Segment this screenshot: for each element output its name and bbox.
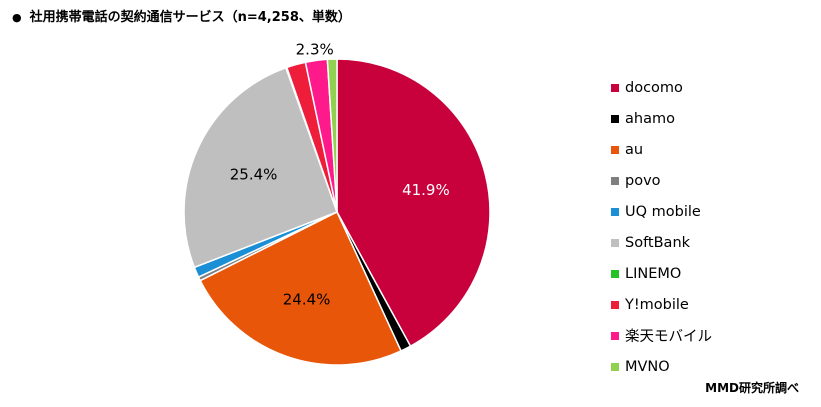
legend-item-1: ahamo xyxy=(611,103,712,134)
legend-item-7: Y!mobile xyxy=(611,289,712,320)
title-bullet: ● xyxy=(12,11,22,24)
chart-legend: docomo ahamo au povo UQ mobile SoftBank LINEMO… xyxy=(611,72,712,382)
pie-slice-9 xyxy=(326,58,338,213)
data-label-8: 2.3% xyxy=(296,41,334,59)
legend-label: au xyxy=(625,141,644,158)
legend-label: UQ mobile xyxy=(625,203,701,220)
pie-slice-0 xyxy=(336,58,491,348)
legend-item-9: MVNO xyxy=(611,351,712,382)
legend-swatch xyxy=(611,83,619,92)
chart-title-text: 社用携帯電話の契約通信サービス（n=4,258、単数） xyxy=(29,10,351,25)
source-note: MMD研究所調べ xyxy=(705,381,799,395)
legend-swatch xyxy=(611,114,619,123)
legend-swatch xyxy=(611,176,619,185)
legend-item-2: au xyxy=(611,134,712,165)
legend-swatch xyxy=(611,331,619,340)
legend-label: ahamo xyxy=(625,110,675,127)
legend-label: povo xyxy=(625,172,661,189)
legend-swatch xyxy=(611,145,619,154)
legend-item-0: docomo xyxy=(611,72,712,103)
legend-label: docomo xyxy=(625,79,683,96)
data-label-5: 25.4% xyxy=(230,166,278,184)
legend-item-6: LINEMO xyxy=(611,258,712,289)
legend-swatch xyxy=(611,269,619,278)
data-label-0: 41.9% xyxy=(402,181,450,199)
legend-label: SoftBank xyxy=(625,234,691,251)
legend-item-4: UQ mobile xyxy=(611,196,712,227)
legend-swatch xyxy=(611,362,619,371)
legend-label: 楽天モバイル xyxy=(625,329,712,345)
legend-label: MVNO xyxy=(625,358,670,375)
legend-label: Y!mobile xyxy=(625,296,689,313)
legend-swatch xyxy=(611,300,619,309)
legend-item-8: 楽天モバイル xyxy=(611,320,712,351)
chart-title: ● 社用携帯電話の契約通信サービス（n=4,258、単数） xyxy=(12,6,351,25)
legend-item-3: povo xyxy=(611,165,712,196)
data-label-2: 24.4% xyxy=(283,291,331,309)
pie-slice-5 xyxy=(183,66,338,269)
legend-swatch xyxy=(611,238,619,247)
pie-slice-2 xyxy=(199,210,403,366)
legend-swatch xyxy=(611,207,619,216)
legend-label: LINEMO xyxy=(625,265,682,282)
legend-item-5: SoftBank xyxy=(611,227,712,258)
